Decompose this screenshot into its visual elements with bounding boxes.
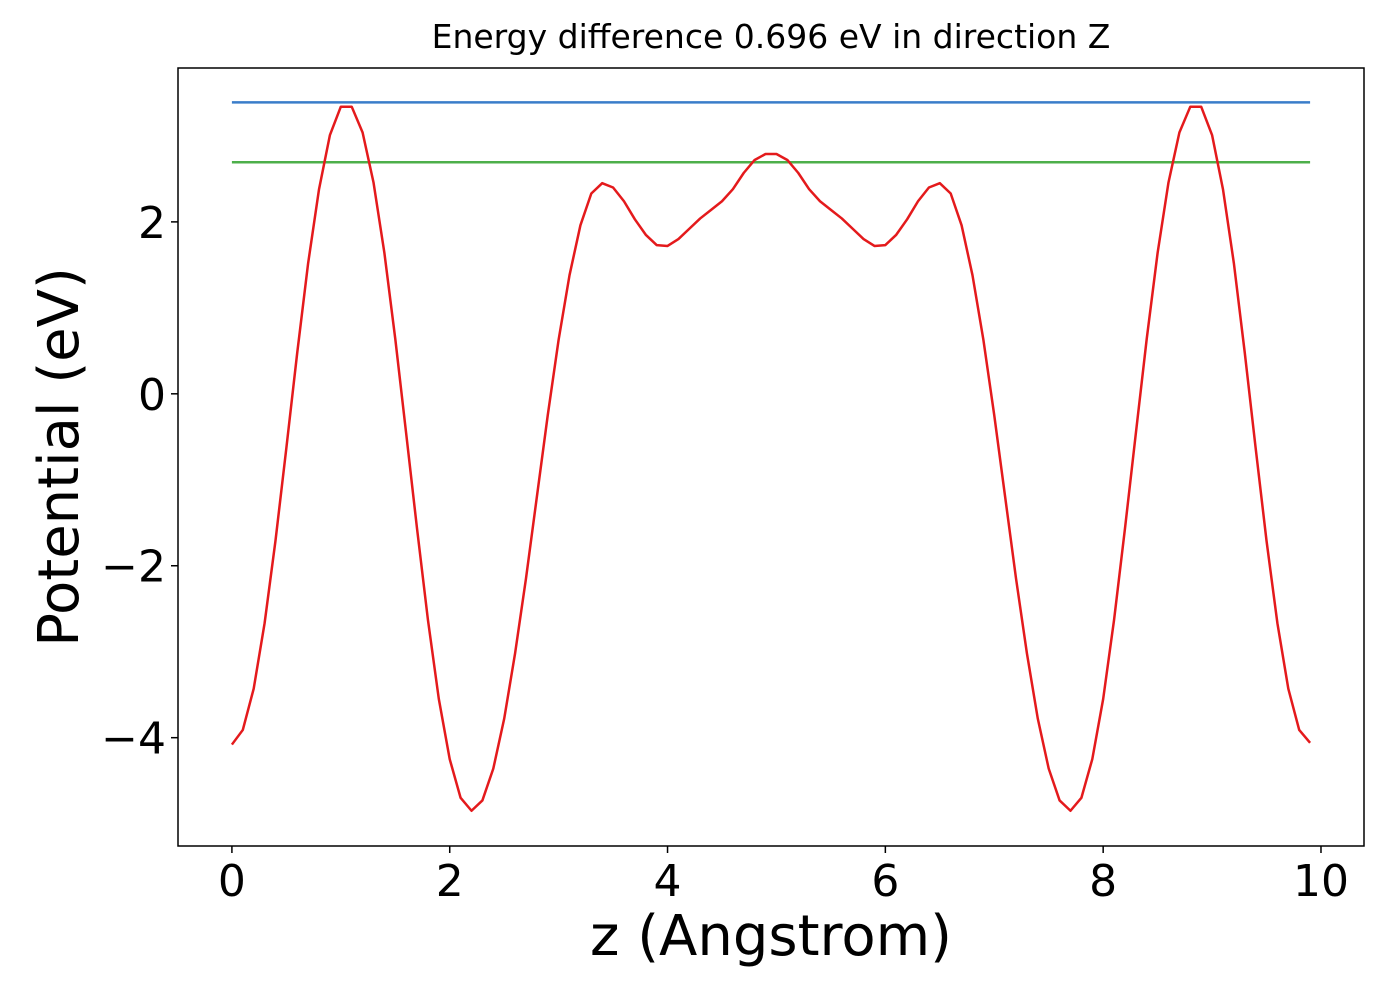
series-line [230, 105, 1312, 812]
x-axis-label: z (Angstrom) [590, 904, 952, 969]
y-tick-label: −4 [101, 714, 166, 765]
y-tick-label: −2 [101, 542, 166, 593]
x-tick-label: 2 [436, 856, 464, 907]
y-axis-label: Potential (eV) [27, 267, 92, 647]
x-tick-label: 4 [654, 856, 682, 907]
chart-title: Energy difference 0.696 eV in direction … [432, 17, 1111, 56]
y-tick-label: 2 [138, 198, 166, 249]
plot-frame [177, 67, 1365, 847]
x-tick-label: 6 [871, 856, 899, 907]
x-tick-label: 10 [1293, 856, 1349, 907]
x-tick-label: 0 [218, 856, 246, 907]
y-tick-label: 0 [138, 370, 166, 421]
x-tick-label: 8 [1089, 856, 1117, 907]
